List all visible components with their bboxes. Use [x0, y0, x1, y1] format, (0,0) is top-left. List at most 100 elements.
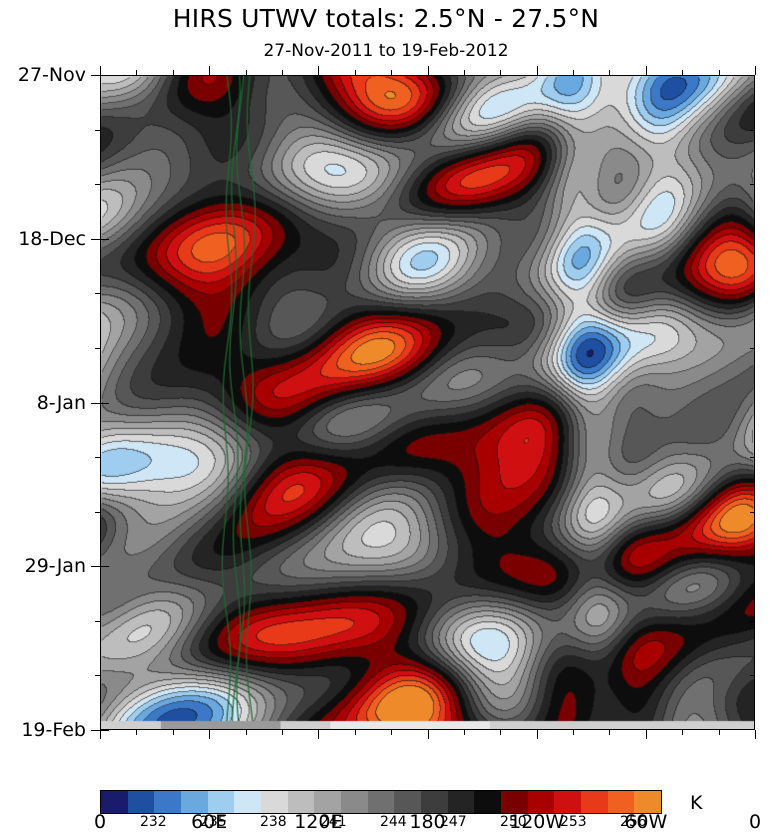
colorbar-swatch	[261, 791, 288, 813]
x-axis-tick-label: 60W	[624, 811, 668, 833]
colorbar-swatch	[367, 791, 395, 813]
y-axis-minor-tick	[750, 511, 755, 513]
y-axis-minor-tick	[750, 184, 755, 186]
y-axis-tick-inner	[100, 402, 109, 404]
x-axis-tick-label: 120W	[509, 811, 565, 833]
y-axis-tick-label: 8-Jan	[36, 391, 86, 414]
colorbar-swatch	[341, 791, 368, 813]
x-axis-minor-tick	[281, 70, 283, 75]
y-axis-minor-tick	[95, 457, 100, 459]
x-axis-tick-label: 0	[93, 811, 107, 833]
colorbar-swatch	[554, 791, 582, 813]
x-axis-minor-tick	[391, 70, 393, 75]
page-subtitle: 27-Nov-2011 to 19-Feb-2012	[263, 41, 509, 61]
y-axis-minor-tick	[95, 129, 100, 131]
colorbar-swatch	[234, 791, 262, 813]
colorbar-tick-label: 250	[499, 814, 527, 830]
x-axis-minor-tick	[245, 730, 247, 735]
x-axis-tick-top	[536, 66, 538, 75]
colorbar-swatch	[154, 791, 182, 813]
y-axis-tick-label: 29-Jan	[24, 555, 86, 578]
y-axis-minor-tick	[95, 347, 100, 349]
x-axis-minor-tick	[682, 730, 684, 735]
plot-frame	[100, 75, 755, 730]
colorbar-swatch	[127, 791, 155, 813]
colorbar-swatch	[207, 791, 235, 813]
y-axis-tick-label: 19-Feb	[21, 719, 86, 741]
x-axis-tick-label: 60E	[191, 811, 228, 833]
x-axis-tick	[318, 730, 320, 739]
y-axis-tick-label: 18-Dec	[18, 227, 86, 250]
y-axis-minor-tick	[750, 129, 755, 131]
x-axis-minor-tick	[573, 70, 575, 75]
colorbar-tick-label: 244	[379, 814, 407, 830]
colorbar-tick-label: 238	[259, 814, 287, 830]
x-axis-tick-label: 180	[409, 811, 446, 833]
x-axis-minor-tick	[391, 730, 393, 735]
y-axis-tick	[91, 238, 100, 240]
y-axis-minor-tick	[95, 675, 100, 677]
x-axis-minor-tick	[500, 730, 502, 735]
y-axis-tick-inner	[100, 566, 109, 568]
x-axis-minor-tick	[354, 70, 356, 75]
colorbar-swatch	[314, 791, 342, 813]
y-axis-tick	[91, 730, 100, 731]
y-axis-minor-tick	[750, 675, 755, 677]
x-axis-tick-top	[427, 66, 429, 75]
colorbar-swatch	[634, 791, 662, 813]
x-axis-tick	[645, 730, 647, 739]
colorbar-tick-label: 241	[319, 814, 347, 830]
colorbar-tick-label: 232	[139, 814, 167, 830]
x-axis-minor-tick	[354, 730, 356, 735]
x-axis-tick-top	[209, 66, 211, 75]
colorbar-swatch	[287, 791, 315, 813]
x-axis-minor-tick	[172, 70, 174, 75]
heatmap-canvas	[101, 76, 754, 729]
colorbar-swatch	[474, 791, 502, 813]
colorbar-tick-label: 253	[559, 814, 587, 830]
colorbar-swatch	[101, 791, 128, 813]
x-axis-minor-tick	[463, 70, 465, 75]
x-axis-minor-tick	[718, 730, 720, 735]
colorbar-swatch	[421, 791, 448, 813]
y-axis-minor-tick	[750, 620, 755, 622]
y-axis-minor-tick	[95, 511, 100, 513]
page-title: HIRS UTWV totals: 2.5°N - 27.5°N	[172, 4, 600, 33]
y-axis-tick-label: 27-Nov	[17, 64, 86, 86]
y-axis-tick	[91, 402, 100, 404]
x-axis-minor-tick	[609, 70, 611, 75]
y-axis-minor-tick	[95, 620, 100, 622]
x-axis-tick	[427, 730, 429, 739]
colorbar-swatch	[501, 791, 528, 813]
x-axis-minor-tick	[573, 730, 575, 735]
x-axis-minor-tick	[245, 70, 247, 75]
x-axis-minor-tick	[172, 730, 174, 735]
colorbar-swatch	[447, 791, 475, 813]
y-axis-tick	[91, 75, 100, 76]
x-axis-tick-top	[100, 66, 101, 75]
colorbar-swatch	[181, 791, 208, 813]
colorbar-ticks: 232 235 238 241 244 247 250 253 256	[100, 814, 660, 830]
x-axis-minor-tick	[718, 70, 720, 75]
colorbar-unit-label: K	[690, 792, 703, 814]
x-axis-tick-label: 120E	[294, 811, 343, 833]
y-axis-tick	[91, 566, 100, 568]
x-axis-minor-tick	[281, 730, 283, 735]
colorbar-tick-label: 247	[439, 814, 467, 830]
colorbar-tick-label: 235	[199, 814, 227, 830]
x-axis-minor-tick	[463, 730, 465, 735]
x-axis-minor-tick	[136, 730, 138, 735]
x-axis-tick-top	[755, 66, 756, 75]
hovmoller-plot: 27-Nov 18-Dec 8-Jan 29-Jan 19-Feb 0 60E 120E 18…	[18, 64, 761, 833]
y-axis-tick-inner	[100, 75, 109, 76]
x-axis-minor-tick	[136, 70, 138, 75]
x-axis-minor-tick	[609, 730, 611, 735]
x-axis-tick	[536, 730, 538, 739]
colorbar	[100, 790, 662, 814]
colorbar-swatch	[581, 791, 608, 813]
x-axis-tick	[100, 730, 101, 739]
y-axis-minor-tick	[95, 293, 100, 295]
colorbar-swatch	[394, 791, 422, 813]
x-axis-tick-top	[318, 66, 320, 75]
x-axis-minor-tick	[500, 70, 502, 75]
